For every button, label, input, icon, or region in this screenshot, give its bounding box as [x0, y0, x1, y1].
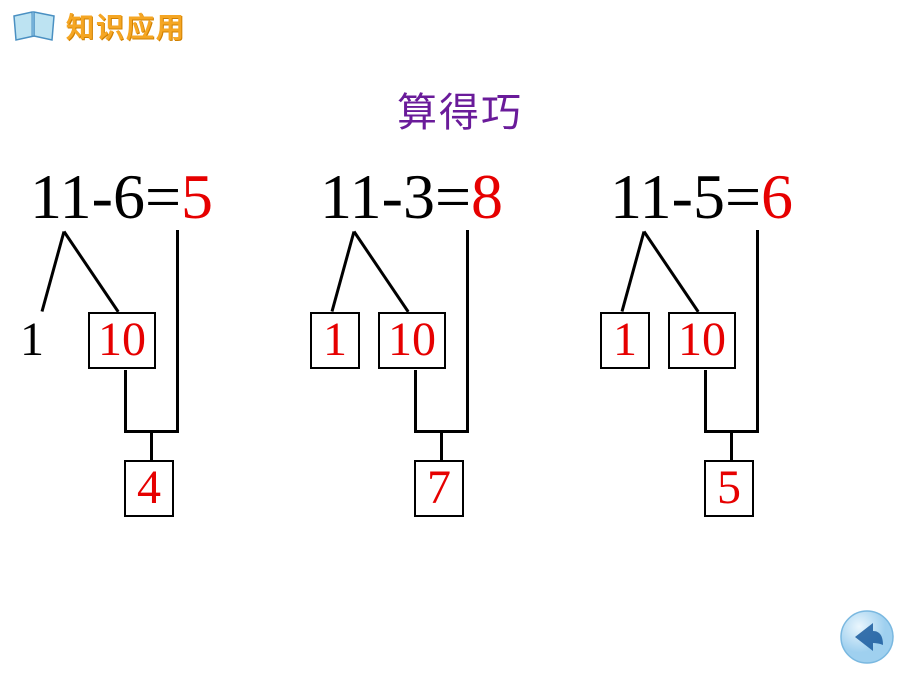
bracket-line	[704, 370, 707, 430]
book-icon	[10, 8, 60, 44]
bracket-line	[730, 430, 733, 460]
intermediate-result: 5	[704, 460, 754, 517]
split-right: 10	[88, 312, 156, 369]
split-line	[643, 231, 699, 313]
bracket-line	[440, 430, 443, 460]
operator: -	[382, 161, 403, 232]
split-line	[331, 231, 356, 312]
split-left: 1	[310, 312, 360, 369]
split-line	[353, 231, 409, 313]
bracket-line	[150, 430, 153, 460]
subtrahend: 6	[113, 161, 145, 232]
split-line	[41, 231, 66, 312]
minuend: 11	[320, 161, 382, 232]
back-arrow-icon	[839, 609, 895, 665]
operator: -	[92, 161, 113, 232]
split-right: 10	[668, 312, 736, 369]
equation: 11-3=8	[320, 160, 600, 234]
bracket-line	[756, 230, 759, 430]
bracket-line	[414, 370, 417, 430]
equation: 11-6=5	[30, 160, 310, 234]
split-line	[621, 231, 646, 312]
problem-2: 11-3=81107	[320, 160, 600, 560]
equals: =	[145, 161, 181, 232]
answer: 6	[761, 161, 793, 232]
problem-3: 11-5=61105	[610, 160, 890, 560]
intermediate-result: 7	[414, 460, 464, 517]
header-label: 知识应用	[66, 6, 186, 46]
back-button[interactable]	[839, 609, 895, 665]
equals: =	[725, 161, 761, 232]
problem-1: 11-6=51104	[30, 160, 310, 560]
minuend: 11	[30, 161, 92, 232]
problems-row: 11-6=5110411-3=8110711-5=61105	[0, 160, 920, 560]
subtrahend: 3	[403, 161, 435, 232]
bracket-line	[124, 370, 127, 430]
answer: 5	[181, 161, 213, 232]
minuend: 11	[610, 161, 672, 232]
answer: 8	[471, 161, 503, 232]
split-line	[63, 231, 119, 313]
intermediate-result: 4	[124, 460, 174, 517]
subtrahend: 5	[693, 161, 725, 232]
page-title: 算得巧	[0, 80, 920, 138]
split-left: 1	[20, 312, 44, 367]
bracket-line	[176, 230, 179, 430]
split-left: 1	[600, 312, 650, 369]
split-right: 10	[378, 312, 446, 369]
equation: 11-5=6	[610, 160, 890, 234]
header: 知识应用	[10, 6, 186, 46]
bracket-line	[466, 230, 469, 430]
operator: -	[672, 161, 693, 232]
equals: =	[435, 161, 471, 232]
